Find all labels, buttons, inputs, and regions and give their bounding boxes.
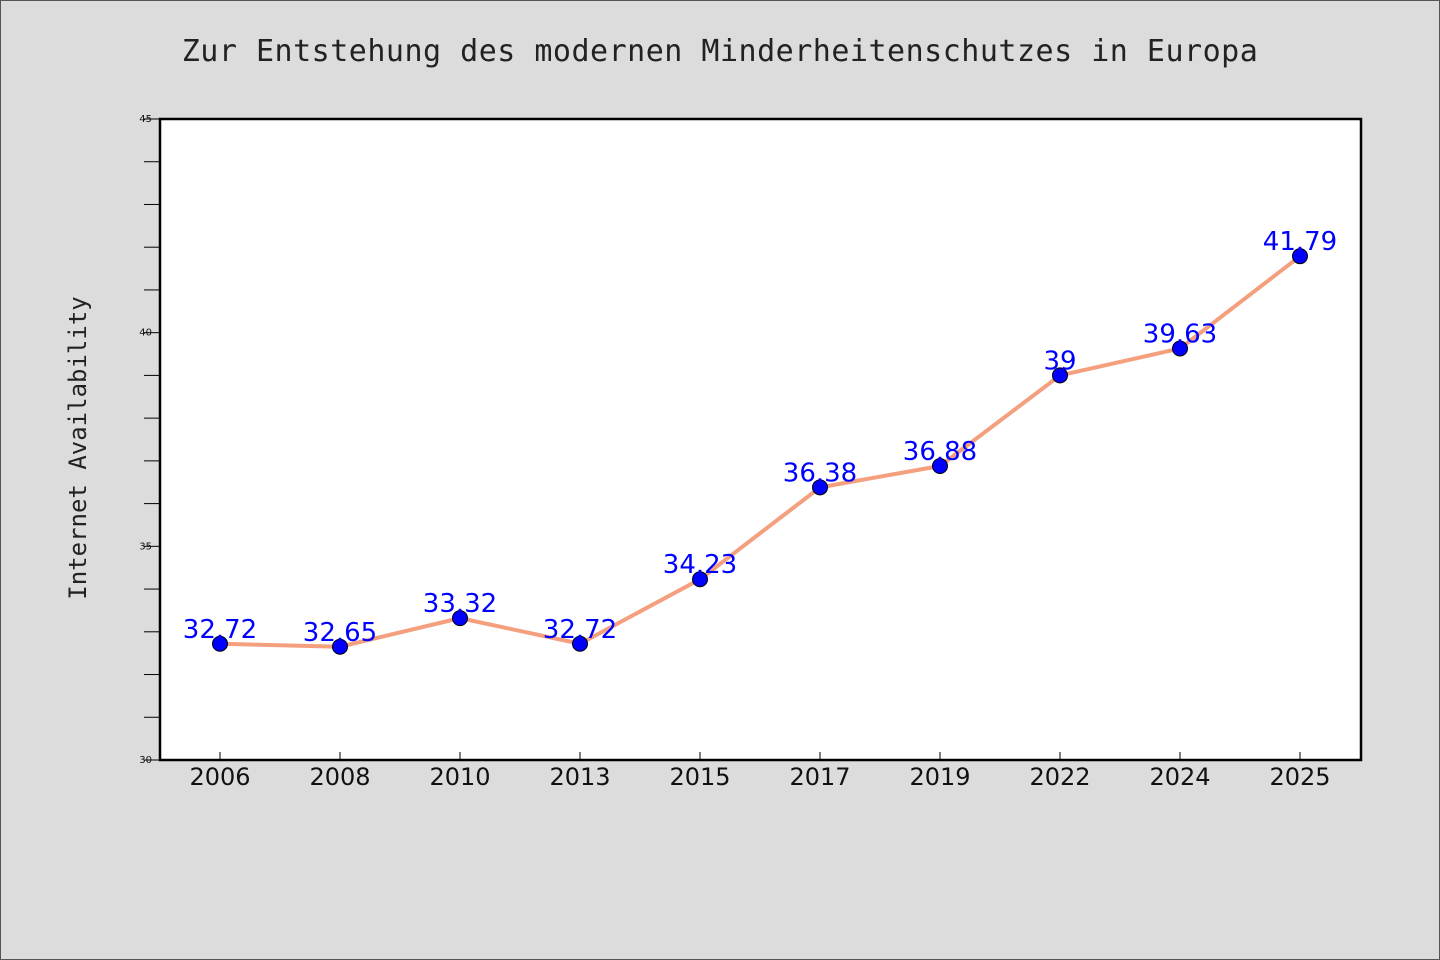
series-line [218, 254, 1302, 649]
x-tick-label: 2015 [669, 763, 730, 791]
x-tick-label: 2019 [909, 763, 970, 791]
y-tick-label: 35 [139, 541, 152, 552]
x-tick-label: 2024 [1149, 763, 1210, 791]
data-label: 41.79 [1263, 227, 1337, 257]
x-axis-ticks: 2006 2008 2010 2013 2015 2017 2019 2022 2024 2025 [189, 752, 1331, 791]
data-point [212, 635, 228, 652]
data-label: 34.23 [663, 550, 737, 580]
data-markers [212, 248, 1308, 655]
data-label: 33.32 [423, 589, 497, 619]
data-point [1172, 340, 1188, 357]
x-tick-label: 2008 [309, 763, 370, 791]
data-point [1052, 367, 1068, 384]
y-tick-label: 30 [139, 755, 152, 766]
data-label: 32.65 [303, 618, 377, 648]
data-label: 36.88 [903, 437, 977, 467]
data-label: 39 [1043, 346, 1076, 376]
data-point [692, 571, 708, 588]
plot-border [158, 117, 1363, 762]
data-point [572, 635, 588, 652]
chart-title: Zur Entstehung des modernen Minderheiten… [181, 34, 1259, 69]
data-point [452, 610, 468, 627]
y-tick-label: 40 [139, 328, 152, 339]
x-tick-label: 2010 [429, 763, 490, 791]
data-point [332, 638, 348, 655]
data-point [932, 457, 948, 474]
plot-area [160, 119, 1361, 760]
data-label: 39.63 [1143, 319, 1217, 349]
x-tick-label: 2017 [789, 763, 850, 791]
y-axis-label: Internet Availability [64, 296, 92, 599]
data-label: 36.38 [783, 458, 857, 488]
x-tick-label: 2025 [1269, 763, 1330, 791]
data-point [1292, 248, 1308, 265]
data-label: 32.72 [543, 615, 617, 645]
y-tick-label: 45 [139, 114, 152, 125]
y-axis-ticks: 30 35 40 45 [139, 114, 160, 766]
x-tick-label: 2022 [1029, 763, 1090, 791]
x-tick-label: 2013 [549, 763, 610, 791]
data-label: 32.72 [183, 615, 257, 645]
data-point [812, 479, 828, 496]
x-tick-label: 2006 [189, 763, 250, 791]
data-labels: 32.72 32.65 33.32 32.72 34.23 36.38 36.88 39 39.… [183, 227, 1337, 648]
